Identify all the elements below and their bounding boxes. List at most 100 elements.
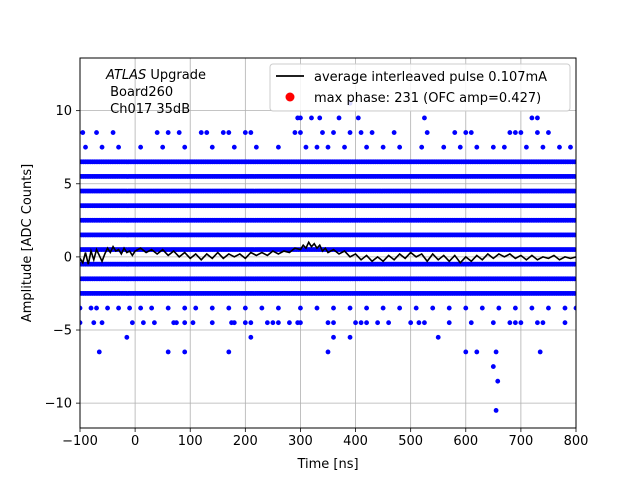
sample-point — [264, 320, 270, 326]
sample-point — [535, 130, 540, 135]
average-pulse-line — [80, 240, 576, 265]
sample-point — [496, 305, 502, 311]
sample-point — [298, 320, 303, 326]
sample-point — [369, 130, 375, 135]
sample-point — [474, 349, 480, 355]
sample-point — [446, 320, 452, 326]
sample-point — [242, 305, 248, 311]
sample-point — [512, 130, 518, 135]
sample-point — [94, 130, 99, 135]
sample-point — [529, 305, 535, 311]
sample-point — [138, 305, 144, 311]
sample-point — [325, 320, 331, 326]
sample-point — [190, 320, 196, 326]
sample-point — [342, 144, 347, 150]
sample-point — [386, 320, 392, 326]
sample-point — [209, 320, 215, 326]
legend-marker-icon — [285, 92, 295, 102]
sample-point — [298, 115, 303, 121]
sample-point — [435, 334, 441, 340]
sample-point — [94, 305, 99, 311]
sample-point — [358, 320, 364, 326]
sample-point — [524, 144, 529, 150]
sample-point — [331, 305, 336, 311]
sample-point — [276, 320, 281, 326]
sample-point — [276, 305, 281, 311]
sample-point — [270, 320, 276, 326]
sample-point — [165, 349, 171, 355]
sample-point — [568, 144, 573, 150]
sample-point — [140, 320, 146, 326]
sample-point — [105, 305, 110, 311]
sample-point — [493, 408, 499, 413]
sample-point — [325, 349, 331, 355]
sample-point — [546, 305, 551, 311]
sample-point — [358, 130, 364, 135]
y-tick-label: 10 — [55, 104, 72, 119]
sample-point — [209, 305, 215, 311]
sample-point — [364, 144, 369, 150]
sample-point — [571, 174, 576, 179]
sample-point — [571, 291, 576, 296]
sample-point — [220, 130, 226, 135]
sample-point — [314, 144, 320, 150]
sample-point — [80, 305, 83, 311]
annotation: ATLAS Upgrade Board260 Ch017 35dB — [105, 68, 206, 117]
sample-point — [80, 320, 83, 326]
sample-point — [226, 305, 232, 311]
x-tick-label: 300 — [288, 434, 313, 449]
sample-point — [248, 334, 254, 340]
sample-point — [182, 305, 188, 311]
sample-point — [242, 130, 248, 135]
sample-point — [83, 144, 88, 150]
sample-point — [408, 320, 414, 326]
sample-point — [182, 320, 188, 326]
sample-point — [479, 305, 485, 311]
sample-point — [562, 320, 568, 326]
sample-point — [226, 130, 232, 135]
sample-point — [391, 130, 397, 135]
sample-point — [276, 144, 281, 150]
sample-point — [537, 349, 543, 355]
sample-point — [571, 159, 576, 165]
sample-point — [96, 349, 102, 355]
axis-ticks: −100 0 100 200 300 400 500 600 700 800 −10 −5 0 5 10 — [45, 104, 589, 449]
sample-point — [441, 144, 447, 150]
sample-point — [424, 130, 430, 135]
sample-point — [314, 305, 320, 311]
sample-point — [99, 144, 105, 150]
sample-point — [242, 320, 248, 326]
sample-point — [149, 305, 155, 311]
sample-point — [490, 364, 496, 369]
sample-point — [154, 130, 160, 135]
sample-point — [110, 130, 116, 135]
plot-frame — [79, 57, 577, 429]
sample-point — [309, 115, 314, 121]
sample-point — [174, 320, 179, 326]
sample-point — [248, 130, 254, 135]
sample-point — [353, 320, 358, 326]
sample-point — [375, 320, 380, 326]
sample-point — [419, 144, 425, 150]
x-tick-label: 700 — [508, 434, 533, 449]
annotation-board: Board260 — [106, 85, 173, 100]
legend: average interleaved pulse 0.107mA max ph… — [269, 63, 571, 112]
sample-point — [571, 261, 576, 267]
sample-point — [422, 115, 427, 121]
y-tick-label: −10 — [45, 397, 72, 412]
sample-point — [571, 217, 576, 223]
raw-sample-points — [80, 100, 576, 413]
sample-point — [512, 305, 518, 311]
sample-point — [287, 320, 292, 326]
sample-point — [198, 130, 204, 135]
sample-point — [571, 247, 576, 252]
sample-point — [490, 320, 496, 326]
sample-point — [292, 130, 298, 135]
sample-point — [562, 305, 568, 311]
sample-point — [571, 232, 576, 238]
sample-point — [364, 320, 369, 326]
sample-point — [474, 144, 480, 150]
sample-point — [495, 378, 501, 384]
sample-point — [507, 130, 513, 135]
